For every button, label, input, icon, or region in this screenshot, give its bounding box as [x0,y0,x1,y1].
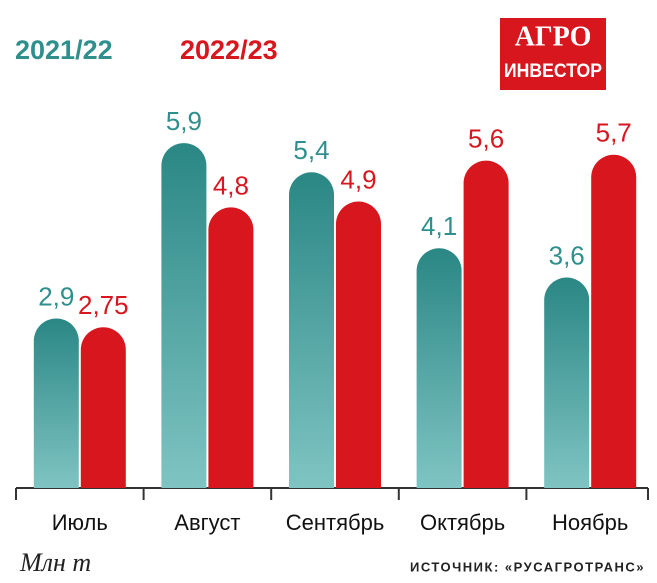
value-label: 3,6 [549,240,585,270]
value-label: 5,4 [293,135,329,165]
bar [591,154,637,488]
value-label: 2,9 [38,281,74,311]
x-tick-label: Октябрь [420,510,505,535]
value-label: 5,6 [468,123,504,153]
bar [289,172,334,488]
bar [336,201,381,488]
logo-box [500,18,606,90]
logo: АГРО ИНВЕСТОР [500,18,606,90]
bar [161,143,207,489]
x-tick-label: Сентябрь [286,510,385,535]
x-tick-label: Ноябрь [552,510,628,535]
x-tick-label: Август [174,510,240,535]
bar [80,327,126,488]
bar [33,318,79,488]
legend-label: 2021/22 [15,35,113,65]
value-label: 4,1 [421,211,457,241]
bar [544,277,590,488]
value-label: 4,9 [340,164,376,194]
x-tick-label: Июль [52,510,108,535]
bar [416,248,462,488]
legend-label: 2022/23 [180,35,278,65]
logo-text: АГРО [515,21,592,52]
value-label: 5,7 [596,118,632,148]
bar [208,207,254,488]
value-label: 4,8 [213,170,249,200]
bar [463,160,509,488]
logo-text: ИНВЕСТОР [504,61,602,82]
value-label: 5,9 [166,106,202,136]
unit-label: Млн т [19,548,91,577]
source: ИСТОЧНИК: «РУСАГРОТРАНС» [410,559,645,574]
value-label: 2,75 [78,290,129,320]
